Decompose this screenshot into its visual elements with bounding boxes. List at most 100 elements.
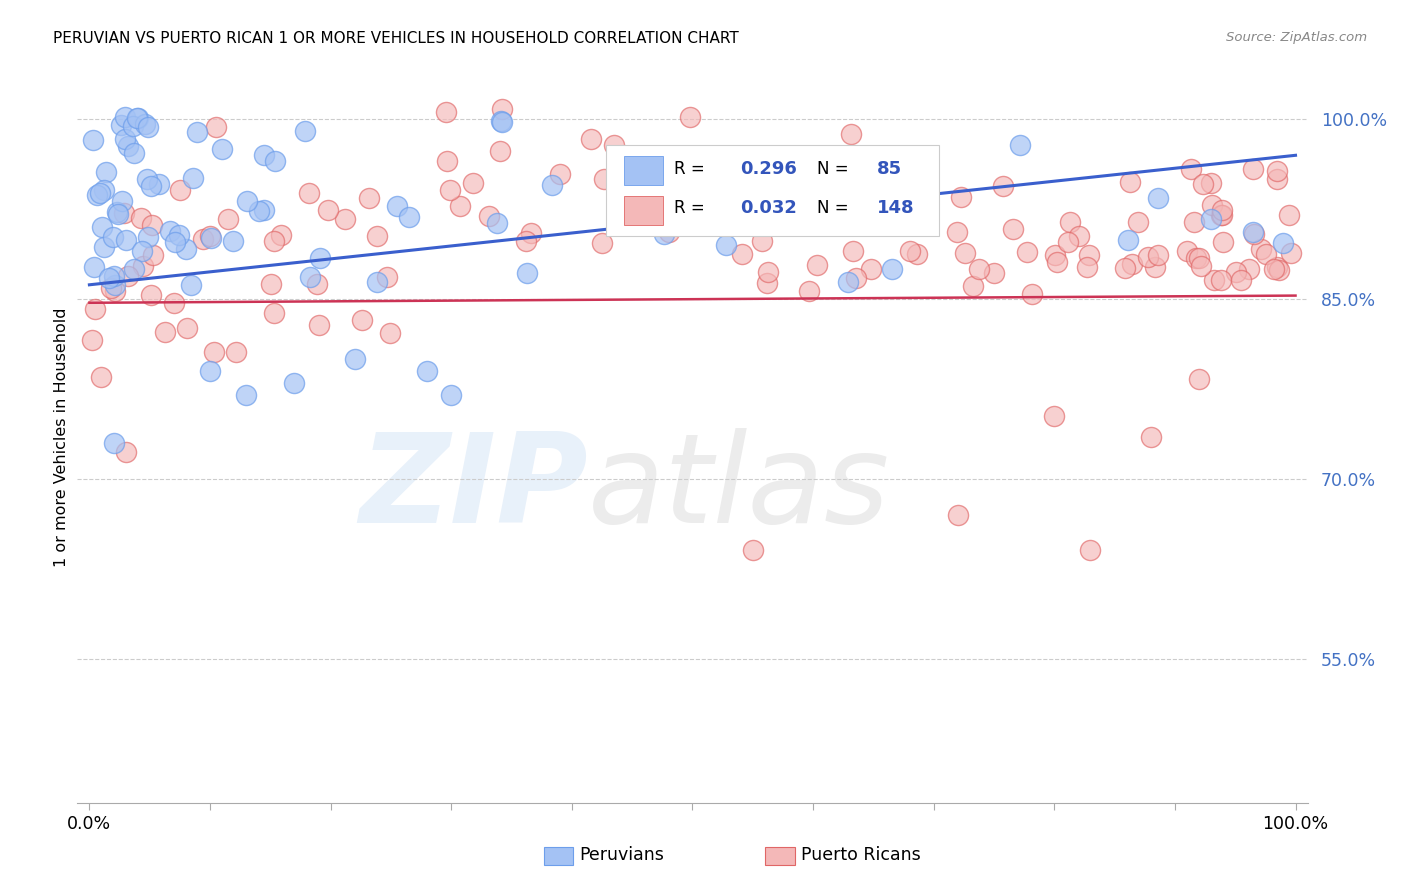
Point bbox=[1211, 208, 1233, 222]
Point bbox=[837, 276, 859, 290]
Point bbox=[114, 234, 136, 248]
Point bbox=[176, 320, 198, 334]
Point bbox=[343, 352, 366, 367]
Text: 0.296: 0.296 bbox=[741, 160, 797, 178]
Point bbox=[1121, 257, 1143, 271]
FancyBboxPatch shape bbox=[624, 195, 664, 225]
Text: ZIP: ZIP bbox=[359, 428, 588, 549]
Point bbox=[679, 110, 702, 124]
Point bbox=[127, 112, 149, 126]
Point bbox=[1243, 227, 1265, 241]
Point bbox=[263, 154, 285, 169]
Point bbox=[1272, 235, 1295, 250]
Text: N =: N = bbox=[817, 199, 853, 217]
Point bbox=[1202, 273, 1225, 287]
Text: Source: ZipAtlas.com: Source: ZipAtlas.com bbox=[1226, 31, 1367, 45]
Point bbox=[1241, 226, 1264, 240]
Point bbox=[1265, 164, 1288, 178]
Text: R =: R = bbox=[673, 199, 710, 217]
Point bbox=[1212, 235, 1234, 249]
Point bbox=[1116, 233, 1139, 247]
Point bbox=[880, 262, 903, 277]
Point bbox=[756, 276, 779, 290]
Point bbox=[955, 246, 977, 260]
FancyBboxPatch shape bbox=[606, 145, 939, 235]
Point bbox=[797, 284, 820, 298]
Point bbox=[1139, 430, 1161, 444]
Point bbox=[1077, 248, 1099, 262]
Text: atlas: atlas bbox=[588, 428, 890, 549]
Point bbox=[440, 388, 463, 402]
Point bbox=[141, 219, 163, 233]
Point bbox=[640, 172, 662, 186]
Point bbox=[1241, 161, 1264, 176]
Point bbox=[1175, 244, 1198, 258]
Point bbox=[89, 186, 111, 200]
Point bbox=[1046, 254, 1069, 268]
Text: N =: N = bbox=[817, 160, 853, 178]
Point bbox=[516, 266, 538, 280]
Point bbox=[463, 177, 485, 191]
Point bbox=[751, 234, 773, 248]
Point bbox=[967, 262, 990, 277]
Point bbox=[1199, 212, 1222, 227]
Point bbox=[183, 170, 205, 185]
Point bbox=[117, 269, 139, 284]
Point bbox=[283, 376, 305, 391]
Point bbox=[316, 203, 339, 218]
Point bbox=[1189, 259, 1212, 273]
Point bbox=[122, 262, 145, 277]
Point bbox=[1182, 215, 1205, 229]
Point bbox=[1069, 229, 1091, 244]
Point bbox=[1002, 222, 1025, 236]
Y-axis label: 1 or more Vehicles in Household: 1 or more Vehicles in Household bbox=[53, 308, 69, 566]
Point bbox=[200, 231, 222, 245]
Point bbox=[100, 281, 122, 295]
Point bbox=[139, 288, 162, 302]
Point bbox=[136, 229, 159, 244]
Point bbox=[359, 191, 381, 205]
Point bbox=[1256, 247, 1278, 261]
Point bbox=[1265, 172, 1288, 186]
Point bbox=[845, 271, 868, 285]
Point bbox=[1059, 215, 1081, 229]
Point bbox=[950, 190, 973, 204]
Text: PERUVIAN VS PUERTO RICAN 1 OR MORE VEHICLES IN HOUSEHOLD CORRELATION CHART: PERUVIAN VS PUERTO RICAN 1 OR MORE VEHIC… bbox=[53, 31, 740, 46]
Point bbox=[1137, 250, 1160, 264]
Point bbox=[198, 364, 221, 378]
Point bbox=[1201, 198, 1223, 212]
Point bbox=[839, 128, 862, 142]
Point bbox=[114, 445, 136, 459]
Text: Puerto Ricans: Puerto Ricans bbox=[801, 847, 921, 864]
Point bbox=[366, 275, 388, 289]
Point bbox=[204, 120, 226, 135]
Point bbox=[1126, 215, 1149, 229]
Point bbox=[714, 238, 737, 252]
Point bbox=[103, 230, 125, 244]
Point bbox=[1114, 261, 1136, 276]
Text: Peruvians: Peruvians bbox=[579, 847, 664, 864]
Point bbox=[398, 210, 420, 224]
Point bbox=[1080, 542, 1102, 557]
Point bbox=[97, 270, 120, 285]
Point bbox=[1021, 287, 1043, 301]
Point bbox=[962, 279, 984, 293]
FancyBboxPatch shape bbox=[624, 156, 664, 186]
Point bbox=[1045, 248, 1067, 262]
Point bbox=[80, 333, 103, 347]
Point bbox=[1147, 248, 1170, 262]
Point bbox=[294, 124, 316, 138]
Point bbox=[107, 207, 129, 221]
Point bbox=[270, 228, 292, 243]
Point bbox=[308, 318, 330, 332]
Point bbox=[127, 111, 149, 125]
Point bbox=[439, 183, 461, 197]
Point bbox=[1267, 260, 1289, 274]
Point bbox=[485, 216, 508, 230]
Point bbox=[434, 105, 457, 120]
Point bbox=[593, 172, 616, 186]
Text: R =: R = bbox=[673, 160, 710, 178]
Point bbox=[416, 364, 439, 378]
Point bbox=[114, 110, 136, 124]
Point bbox=[1057, 235, 1080, 250]
